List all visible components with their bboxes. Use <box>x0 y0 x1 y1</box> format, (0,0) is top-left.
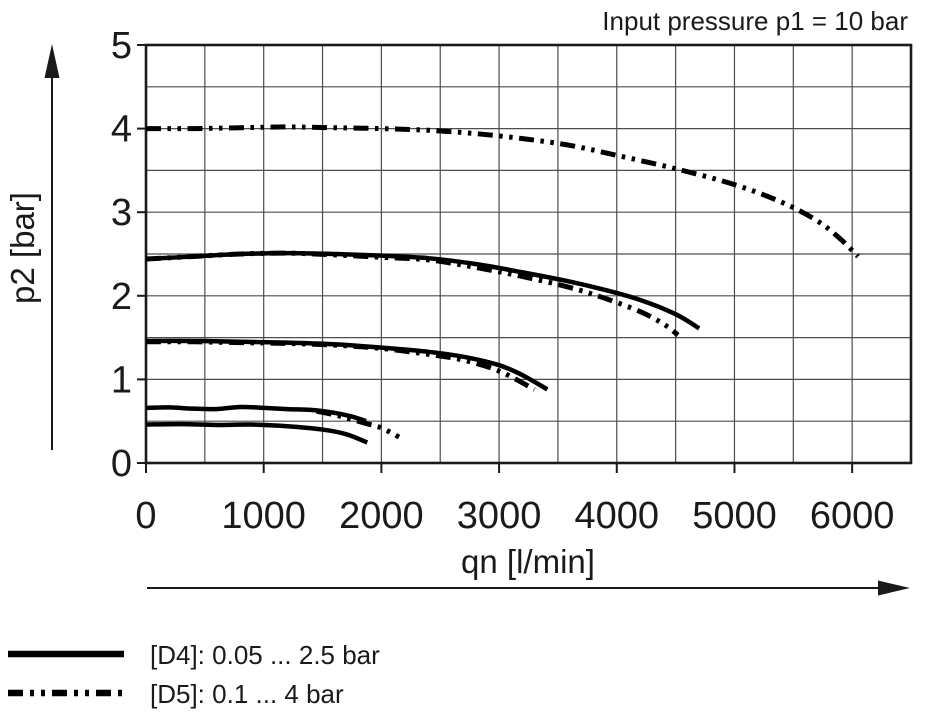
y-tick-label: 5 <box>111 25 132 67</box>
curve-D4-setting-0.45bar <box>145 421 369 445</box>
curve-D5-setting-2.5bar <box>145 250 680 338</box>
x-tick-label: 0 <box>135 495 156 537</box>
y-tick-label: 1 <box>111 359 132 401</box>
legend: [D4]: 0.05 ... 2.5 bar [D5]: 0.1 ... 4 b… <box>8 640 380 709</box>
legend-item-d5: [D5]: 0.1 ... 4 bar <box>8 679 344 709</box>
x-tick-label: 5000 <box>692 495 777 537</box>
y-tick-label: 0 <box>111 443 132 485</box>
legend-label-d4: [D4]: 0.05 ... 2.5 bar <box>150 640 380 670</box>
x-axis-arrowhead-icon <box>878 580 910 596</box>
y-axis-arrowhead-icon <box>44 44 60 78</box>
curve-D4-setting-0.65bar <box>145 404 367 424</box>
y-tick-label: 4 <box>111 109 132 151</box>
y-axis-label: p2 [bar] <box>4 192 41 304</box>
axis-tick-labels: 0 1000 2000 3000 4000 5000 6000 0 1 2 3 4 5 <box>111 25 895 537</box>
curve-D5-setting-1.5bar <box>145 339 536 392</box>
x-tick-label: 1000 <box>221 495 306 537</box>
y-axis-arrow <box>44 44 60 450</box>
curve-D4-setting-1.5bar <box>145 338 549 392</box>
x-axis-label: qn [l/min] <box>461 543 595 580</box>
x-tick-label: 4000 <box>574 495 659 537</box>
curve-D5-setting-0.5bar <box>316 408 401 440</box>
y-tick-label: 2 <box>111 276 132 318</box>
curve-D4-setting-2.5bar <box>145 250 701 331</box>
x-tick-label: 2000 <box>339 495 424 537</box>
y-tick-label: 3 <box>111 192 132 234</box>
curve-D5-setting-4bar <box>145 124 860 259</box>
legend-item-d4: [D4]: 0.05 ... 2.5 bar <box>8 640 380 670</box>
x-tick-label: 3000 <box>457 495 542 537</box>
legend-label-d5: [D5]: 0.1 ... 4 bar <box>150 679 344 709</box>
curves <box>145 124 860 445</box>
chart-title: Input pressure p1 = 10 bar <box>602 6 908 36</box>
x-tick-label: 6000 <box>810 495 895 537</box>
axis-ticks <box>137 44 854 473</box>
plot-frame <box>144 43 913 465</box>
x-axis-arrow <box>147 580 910 596</box>
